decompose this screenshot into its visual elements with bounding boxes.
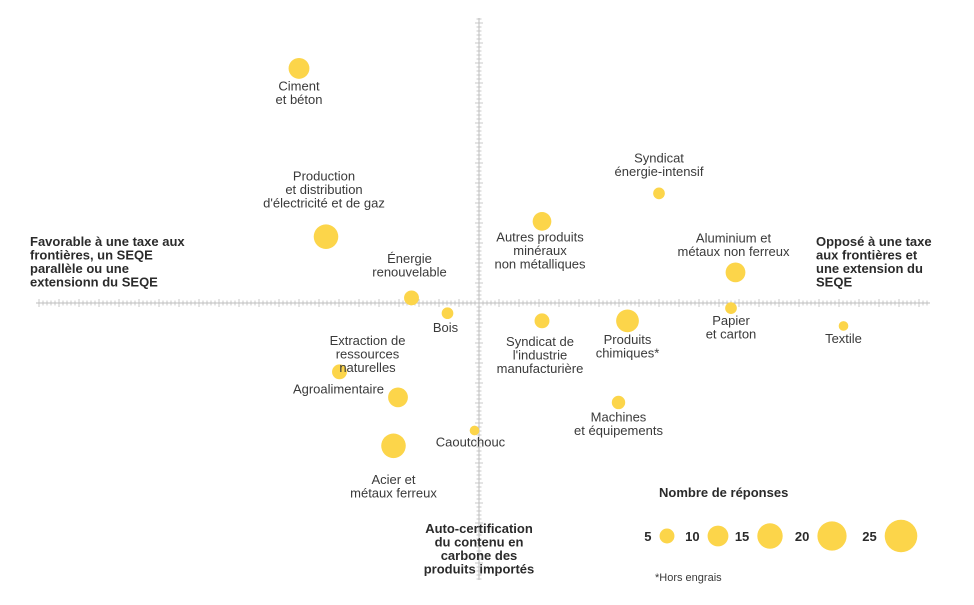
bubble-point [332,364,347,380]
legend-size-label: 15 [735,529,749,544]
point-label: Caoutchouc [436,435,506,450]
bubble-point [616,309,639,333]
point-label: Autres produits minéraux non métalliques [494,229,586,271]
point-label: Textile [825,331,862,346]
point-label: Extraction de ressources naturelles [330,333,406,375]
bubble-point [653,187,665,200]
footnote: *Hors engrais [655,572,722,584]
bubble-point [838,321,849,331]
point-label: Bois [433,320,459,335]
bubble-point [388,387,408,408]
bubble-point [534,313,550,329]
legend-size-bubble [884,519,918,553]
bubble-point [611,395,626,410]
size-legend: Nombre de réponses 5 10 15 20 25 [644,485,918,553]
point-label: Acier et métaux ferreux [350,472,437,501]
bottom-axis-label: Auto-certification du contenu en carbone d… [424,521,535,577]
point-label: Énergie renouvelable [372,251,446,280]
legend-size-label: 10 [685,529,699,544]
bubble-point [441,307,454,320]
point-label: Aluminium et métaux non ferreux [677,230,790,259]
bubble-point [381,433,406,459]
bubble-point [725,262,746,283]
bubble-point [469,425,480,436]
point-label: Produits chimiques* [596,332,660,361]
bubble-point [532,212,552,231]
right-axis-label: Opposé à une taxe aux frontières et une ex… [816,234,932,290]
legend-size-bubble [707,525,729,547]
legend-size-bubble [817,521,847,551]
left-axis-label: Favorable à une taxe aux frontières, un S… [30,234,185,290]
point-label: Machines et équipements [574,409,663,438]
bubble-point [404,290,419,306]
point-label: Papier et carton [706,313,757,342]
point-label: Syndicat énergie-intensif [615,150,704,179]
bubble-point [725,302,737,314]
point-label: Syndicat de l'industrie manufacturière [497,334,584,376]
legend-size-label: 20 [795,529,809,544]
legend-size-label: 25 [862,529,876,544]
bubble-point [313,224,339,249]
point-label: Agroalimentaire [293,381,384,396]
legend-size-bubble [757,523,783,549]
legend-size-label: 5 [644,529,651,544]
axes [36,18,930,580]
legend-size-bubble [659,528,675,544]
legend-items: 5 10 15 20 25 [644,519,918,553]
point-labels: Ciment et béton Production et distribution d… [263,78,862,500]
bubbles [288,57,849,459]
point-label: Ciment et béton [276,78,323,107]
point-label: Production et distribution d'électricité e… [263,169,385,211]
legend-title: Nombre de réponses [659,485,788,500]
bubble-point [288,57,310,79]
